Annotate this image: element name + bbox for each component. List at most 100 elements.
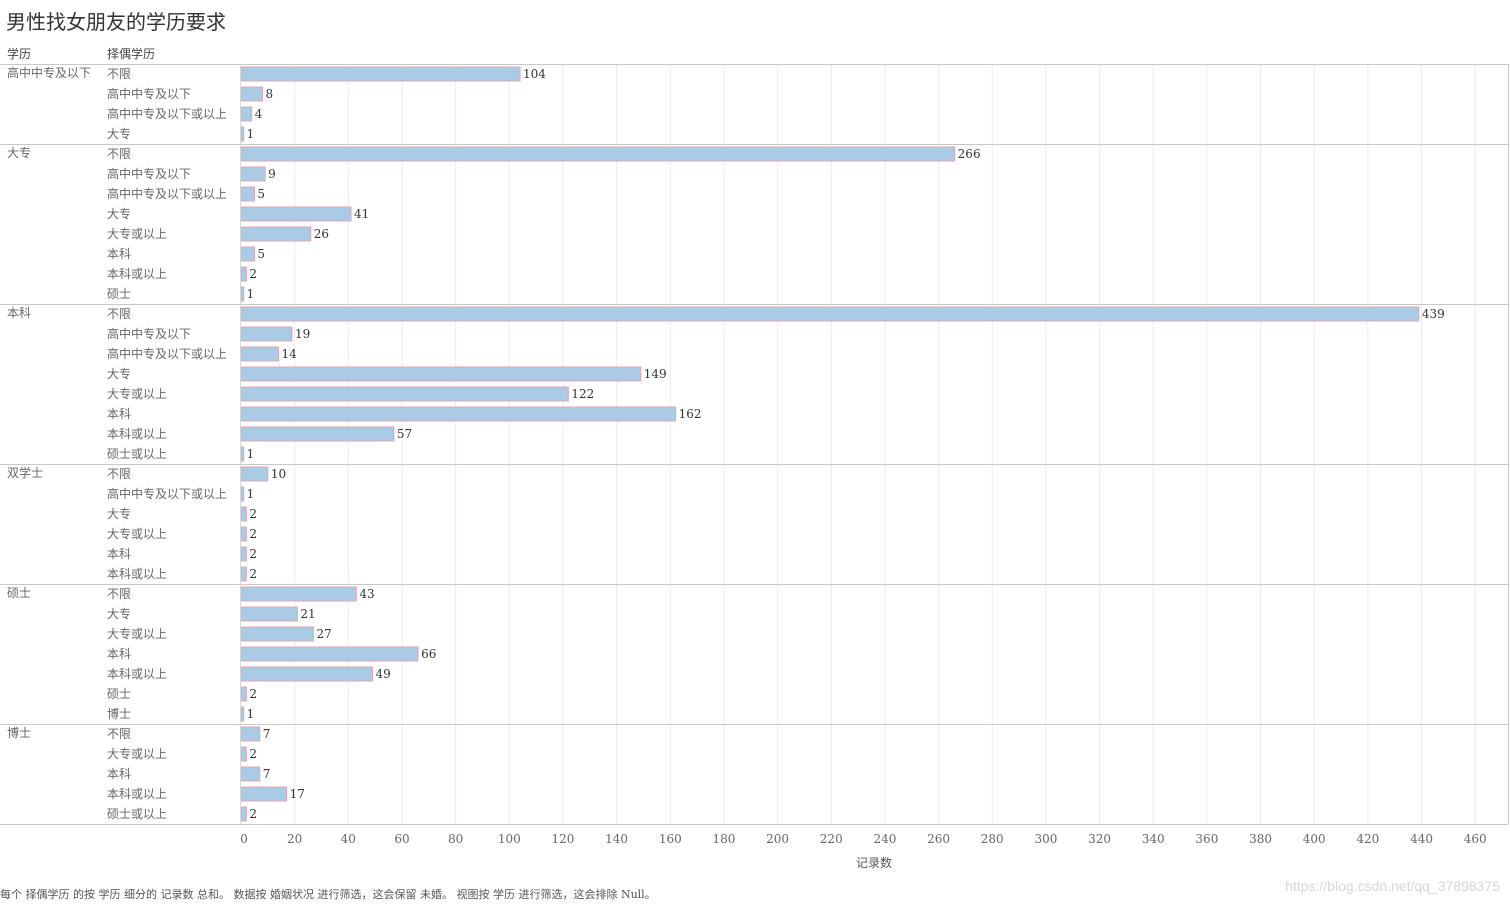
row-label: 不限 <box>107 467 131 481</box>
row-label: 博士 <box>107 706 131 721</box>
bar <box>240 646 419 662</box>
group-label: 大专 <box>7 145 31 160</box>
bar <box>240 726 261 742</box>
x-tick-label: 140 <box>605 832 628 846</box>
bar <box>240 746 247 762</box>
row-label: 不限 <box>107 727 131 741</box>
row-label: 高中中专及以下或以上 <box>107 346 227 361</box>
bar <box>240 806 247 822</box>
bar <box>240 606 298 622</box>
row-label: 大专或以上 <box>107 386 167 401</box>
bar <box>240 266 247 282</box>
bar <box>240 226 312 242</box>
x-tick-label: 40 <box>341 832 356 846</box>
bar <box>240 86 263 102</box>
bar <box>240 466 269 482</box>
row-label: 高中中专及以下或以上 <box>107 486 227 501</box>
bar <box>240 546 247 562</box>
bar <box>240 586 357 602</box>
row-label: 本科或以上 <box>107 567 167 581</box>
bar <box>240 346 280 362</box>
row-label: 硕士 <box>107 687 131 701</box>
bar <box>240 706 245 722</box>
bar-value-label: 2 <box>249 547 257 561</box>
bar <box>240 106 253 122</box>
bar-value-label: 7 <box>263 767 271 781</box>
bar <box>240 386 569 402</box>
row-label: 大专或以上 <box>107 746 167 761</box>
row-label: 高中中专及以下或以上 <box>107 106 227 121</box>
bar-value-label: 14 <box>282 347 298 361</box>
footer-note: 每个 择偶学历 的按 学历 细分的 记录数 总和。 数据按 婚姻状况 进行筛选，… <box>0 888 656 901</box>
row-label: 本科或以上 <box>107 787 167 801</box>
x-tick-label: 60 <box>394 832 409 846</box>
row-label: 不限 <box>107 307 131 321</box>
x-tick-label: 120 <box>552 832 575 846</box>
bar-value-label: 2 <box>249 747 257 761</box>
bar <box>240 626 314 642</box>
bar-value-label: 57 <box>397 427 412 441</box>
bar-value-label: 17 <box>290 787 305 801</box>
group-label: 双学士 <box>7 465 43 480</box>
row-label: 本科 <box>107 767 131 781</box>
bar-value-label: 1 <box>247 287 255 301</box>
row-label: 高中中专及以下或以上 <box>107 186 227 201</box>
bar <box>240 306 1420 322</box>
bar-value-label: 7 <box>263 727 271 741</box>
row-label: 本科或以上 <box>107 667 167 681</box>
bar <box>240 66 521 82</box>
row-label: 高中中专及以下 <box>107 86 191 101</box>
x-tick-label: 200 <box>766 832 789 846</box>
x-tick-label: 100 <box>498 832 521 846</box>
x-tick-label: 260 <box>927 832 950 846</box>
bar-value-label: 2 <box>249 507 257 521</box>
bar <box>240 186 255 202</box>
bar <box>240 426 395 442</box>
group-label: 博士 <box>7 725 31 740</box>
x-tick-label: 380 <box>1249 832 1272 846</box>
chart-title: 男性找女朋友的学历要求 <box>6 10 226 34</box>
bar <box>240 406 677 422</box>
bar <box>240 686 247 702</box>
row-label: 大专或以上 <box>107 626 167 641</box>
bar-value-label: 26 <box>314 227 329 241</box>
bar-value-label: 66 <box>421 647 436 661</box>
x-tick-label: 0 <box>240 832 248 846</box>
row-label: 大专 <box>107 206 131 221</box>
row-label: 本科 <box>107 407 131 421</box>
bar-value-label: 10 <box>271 467 286 481</box>
row-label: 大专或以上 <box>107 526 167 541</box>
bar-value-label: 1 <box>247 487 255 501</box>
bar <box>240 286 245 302</box>
x-tick-label: 180 <box>712 832 735 846</box>
bar <box>240 126 245 142</box>
bar-value-label: 2 <box>249 567 257 581</box>
row-label: 高中中专及以下 <box>107 326 191 341</box>
bar-value-label: 1 <box>247 447 255 461</box>
bar-value-label: 104 <box>523 67 546 81</box>
row-label: 不限 <box>107 587 131 601</box>
bar-value-label: 4 <box>255 107 263 121</box>
bar-value-label: 21 <box>300 607 315 621</box>
row-label: 本科或以上 <box>107 267 167 281</box>
bar <box>240 506 247 522</box>
bar-value-label: 19 <box>295 327 310 341</box>
bar-value-label: 49 <box>375 667 390 681</box>
x-tick-label: 460 <box>1464 832 1487 846</box>
bar <box>240 206 352 222</box>
bar <box>240 486 245 502</box>
x-tick-label: 440 <box>1410 832 1433 846</box>
row-label: 本科或以上 <box>107 427 167 441</box>
bar-value-label: 2 <box>249 687 257 701</box>
bar-value-label: 27 <box>316 627 331 641</box>
bar-value-label: 1 <box>247 707 255 721</box>
watermark: https://blog.csdn.net/qq_37898375 <box>1285 878 1500 894</box>
bar <box>240 526 247 542</box>
bar-value-label: 266 <box>958 147 981 161</box>
row-label: 硕士或以上 <box>107 447 167 461</box>
row-label: 大专或以上 <box>107 226 167 241</box>
bar-value-label: 9 <box>268 167 276 181</box>
bar-value-label: 2 <box>249 267 257 281</box>
bar <box>240 366 642 382</box>
